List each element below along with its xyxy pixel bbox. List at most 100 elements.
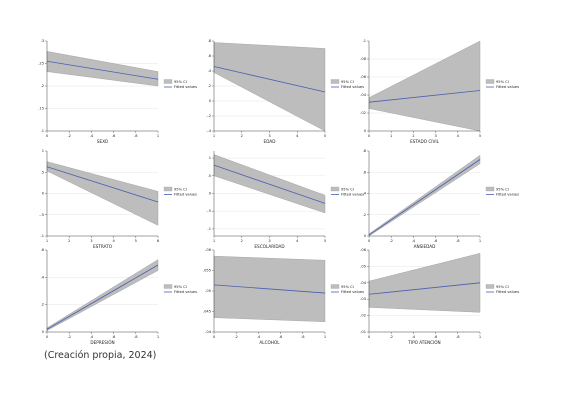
ytick-label: .05 [360, 264, 366, 268]
xtick-label: .2 [389, 335, 392, 339]
legend-ci-label: 95% CI [341, 80, 354, 84]
ytick-label: .6 [41, 248, 45, 252]
fitted-line [213, 284, 326, 294]
xtick-label: 3 [268, 134, 270, 138]
xtick-label: 1 [479, 335, 481, 339]
source-caption: (Creación propia, 2024) [44, 350, 157, 361]
xtick-label: .6 [434, 335, 438, 339]
ytick-label: .1 [41, 129, 44, 133]
xtick-label: .4 [90, 134, 94, 138]
ytick-label: .8 [208, 39, 212, 43]
x-axis-title: EDAD [264, 139, 276, 144]
legend-ci-label: 95% CI [496, 80, 509, 84]
xtick-label: 2 [412, 134, 414, 138]
xtick-label: .4 [412, 239, 416, 243]
xtick-label: 5 [135, 239, 137, 243]
ytick-label: 1 [209, 156, 211, 160]
legend-ci-swatch [485, 284, 495, 289]
legend-ci-label: 95% CI [174, 80, 187, 84]
xtick-label: .2 [67, 134, 70, 138]
ytick-label: .04 [360, 93, 366, 97]
ytick-label: .02 [360, 314, 366, 318]
xtick-label: 5 [324, 239, 326, 243]
xtick-label: .4 [90, 335, 94, 339]
ytick-label: .05 [205, 289, 211, 293]
legend-ci-swatch [163, 79, 173, 84]
ytick-label: -1 [207, 227, 211, 231]
fitted-line [46, 264, 159, 330]
xtick-label: 0 [46, 335, 49, 339]
ytick-label: 0 [42, 192, 45, 196]
xtick-label: 2 [241, 239, 243, 243]
xtick-label: 1 [324, 335, 326, 339]
ytick-label: 0 [364, 129, 367, 133]
legend-fit-label: Fitted values [174, 290, 197, 294]
ytick-label: .04 [205, 330, 211, 334]
xtick-label: 1 [46, 239, 48, 243]
legend-ci-swatch [163, 186, 173, 192]
ytick-label: -.2 [206, 114, 211, 118]
legend-fit-label: Fitted values [496, 85, 519, 89]
x-axis-title: ESTRATO [93, 244, 113, 249]
ytick-label: .06 [360, 248, 366, 252]
ytick-label: .5 [208, 174, 211, 178]
legend-ci-label: 95% CI [341, 285, 354, 289]
xtick-label: 6 [157, 239, 160, 243]
x-axis-title: TIPO ATENCIÓN [407, 340, 440, 345]
xtick-label: .6 [112, 134, 116, 138]
ytick-label: 0 [209, 99, 212, 103]
panel-9: .01 .02 .03 .04 .05 .06 0 .2 .4 .6 .8 1 TIPO ATENCIÓ… [360, 248, 519, 345]
xtick-label: 0 [368, 335, 371, 339]
xtick-label: .8 [301, 335, 305, 339]
legend-fit-label: Fitted values [496, 290, 519, 294]
legend-fit-label: Fitted values [341, 85, 364, 89]
ytick-label: .4 [41, 275, 45, 279]
xtick-label: 1 [390, 134, 392, 138]
ytick-label: .4 [208, 69, 212, 73]
legend-fit-label: Fitted values [341, 290, 364, 294]
legend-ci-label: 95% CI [496, 188, 509, 192]
x-axis-title: ESCOLARIDAD [254, 244, 284, 249]
xtick-label: 1 [213, 134, 215, 138]
xtick-label: 0 [368, 134, 371, 138]
ytick-label: .1 [363, 39, 366, 43]
ytick-label: .15 [38, 107, 44, 111]
legend-ci-swatch [485, 79, 495, 84]
ytick-label: 1 [42, 149, 44, 153]
ytick-label: .5 [41, 170, 44, 174]
xtick-label: 1 [213, 239, 215, 243]
xtick-label: 2 [68, 239, 70, 243]
panel-3: 0 .02 .04 .06 .08 .1 0 1 2 3 4 5 ESTADO CIVIL 95% CIF… [360, 39, 519, 144]
xtick-label: 5 [479, 134, 481, 138]
ytick-label: .6 [363, 170, 367, 174]
xtick-label: 4 [296, 239, 299, 243]
ytick-label: .2 [41, 303, 44, 307]
ytick-label: .01 [360, 330, 366, 334]
ytick-label: .08 [360, 57, 366, 61]
xtick-label: 0 [46, 134, 49, 138]
legend-ci-swatch [330, 186, 340, 192]
ytick-label: .03 [360, 297, 366, 301]
xtick-label: .8 [134, 335, 138, 339]
fitted-line [46, 166, 159, 203]
xtick-label: .2 [234, 335, 237, 339]
fitted-line [368, 282, 481, 295]
xtick-label: 4 [296, 134, 299, 138]
xtick-label: 4 [457, 134, 460, 138]
panel-6: 0 .2 .4 .6 .8 0 .2 .4 .6 .8 1 ANSIEDAD 95% CIFitted … [363, 149, 520, 249]
xtick-label: .6 [434, 239, 438, 243]
xtick-label: 3 [90, 239, 92, 243]
ytick-label: .06 [205, 248, 211, 252]
panel-8: .04 .045 .05 .055 .06 0 .2 .4 .6 .8 1 ALCOHOL 95% CI… [203, 248, 364, 345]
ytick-label: 0 [42, 330, 45, 334]
ytick-label: .6 [208, 54, 212, 58]
legend-ci-swatch [330, 284, 340, 289]
ytick-label: 0 [209, 192, 212, 196]
x-axis-title: SEXO [97, 139, 109, 144]
ytick-label: .8 [363, 149, 367, 153]
xtick-label: 0 [368, 239, 371, 243]
xtick-label: .4 [257, 335, 261, 339]
